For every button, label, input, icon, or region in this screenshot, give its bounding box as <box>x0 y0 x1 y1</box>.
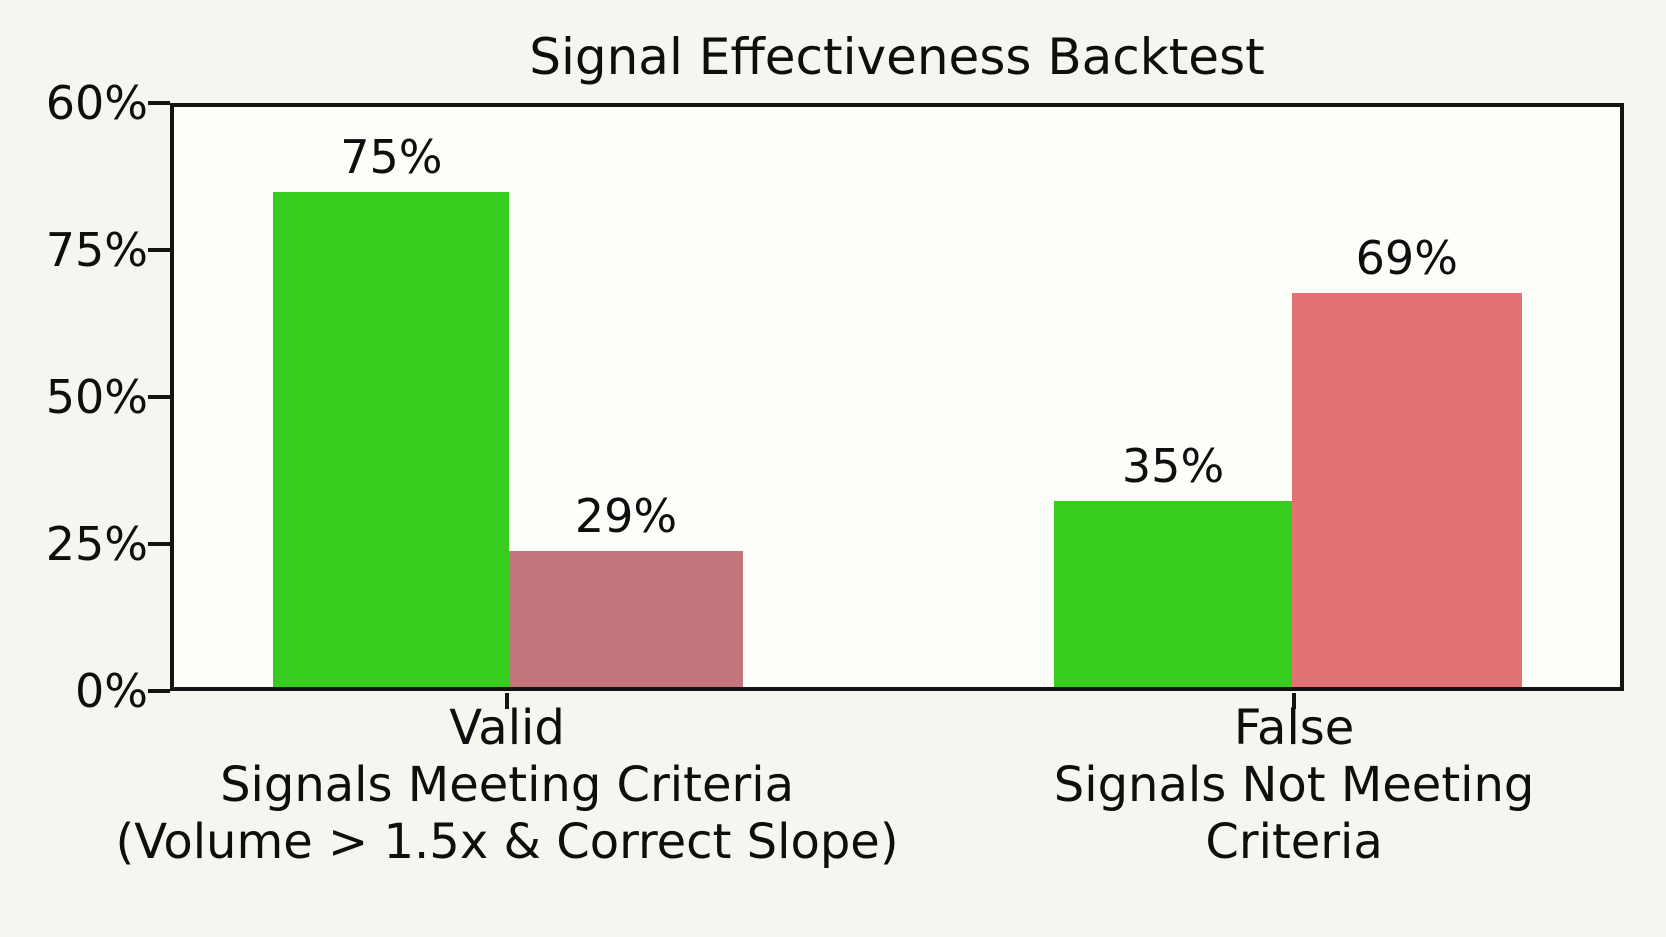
bar-value-label: 29% <box>574 488 678 543</box>
y-axis-tick-mark <box>148 689 170 693</box>
y-axis-tick-mark <box>148 101 170 105</box>
x-axis-tick-mark <box>1292 693 1297 709</box>
y-axis-tick-label: 25% <box>45 517 148 571</box>
y-axis-tick-mark <box>148 542 170 546</box>
x-axis-category-label-false: False Signals Not Meeting Criteria <box>694 700 1666 871</box>
y-axis-tick-label: 75% <box>45 223 148 277</box>
bar-value-label: 75% <box>340 129 443 184</box>
x-tick-label-line: Signals Meeting Criteria <box>220 757 794 813</box>
bar-false-green <box>1054 501 1292 687</box>
bar-false-red <box>1291 293 1522 687</box>
x-axis-tick-mark <box>505 693 510 709</box>
x-tick-label-line: Signals Not Meeting <box>1053 757 1535 813</box>
y-axis-tick-mark <box>148 248 170 252</box>
x-tick-label-line: Criteria <box>1205 814 1383 870</box>
x-axis-category-label-valid: Valid Signals Meeting Criteria (Volume > 1… <box>0 700 1107 871</box>
plot-area: 75% 29% 35% 69% <box>170 103 1624 691</box>
bar-value-label: 35% <box>1121 439 1225 494</box>
x-tick-label-line: False <box>1233 700 1355 756</box>
x-tick-label-line: Valid <box>449 700 565 756</box>
y-axis-tick-label: 0% <box>75 664 148 718</box>
bar-value-label: 69% <box>1355 231 1458 286</box>
bar-valid-green <box>273 191 510 687</box>
x-tick-label-line: (Volume > 1.5x & Correct Slope) <box>115 814 899 870</box>
chart-title: Signal Effectiveness Backtest <box>529 28 1265 86</box>
y-axis-tick-label: 60% <box>45 76 148 130</box>
y-axis-tick-mark <box>148 395 170 399</box>
bar-valid-pink <box>509 550 743 687</box>
y-axis-tick-label: 50% <box>45 370 148 424</box>
